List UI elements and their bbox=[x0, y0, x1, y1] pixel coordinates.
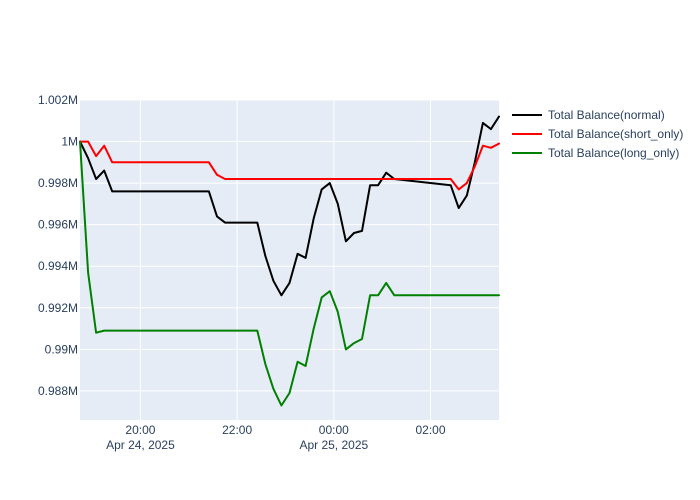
y-tick-label: 0.99M bbox=[45, 342, 78, 356]
y-tick-label: 1.002M bbox=[38, 93, 78, 107]
legend-label: Total Balance(long_only) bbox=[548, 146, 679, 160]
grid-layer bbox=[80, 99, 499, 420]
y-tick-label: 0.996M bbox=[38, 218, 78, 232]
x-tick-label: 02:00 bbox=[415, 423, 445, 437]
series-lines bbox=[79, 115, 500, 407]
x-tick-label: 20:00 bbox=[125, 423, 155, 437]
series-line-1 bbox=[79, 115, 500, 297]
x-tick-label: 22:00 bbox=[222, 423, 252, 437]
y-tick-label: 1M bbox=[61, 135, 78, 149]
legend: Total Balance(normal) Total Balance(short… bbox=[512, 108, 683, 160]
y-tick-label: 0.994M bbox=[38, 259, 78, 273]
y-axis: 0.988M 0.99M 0.992M 0.994M 0.996M 0.998M 1M 1.0… bbox=[38, 93, 78, 398]
series-line-3 bbox=[79, 140, 500, 407]
plot-background bbox=[80, 100, 499, 420]
x-tick-sublabel: Apr 25, 2025 bbox=[299, 438, 368, 452]
y-tick-label: 0.988M bbox=[38, 384, 78, 398]
legend-label: Total Balance(short_only) bbox=[548, 127, 683, 141]
x-tick-label: 00:00 bbox=[319, 423, 349, 437]
x-tick-sublabel: Apr 24, 2025 bbox=[106, 438, 175, 452]
legend-label: Total Balance(normal) bbox=[548, 108, 665, 122]
y-tick-label: 0.992M bbox=[38, 301, 78, 315]
series-line-2 bbox=[79, 140, 500, 191]
y-tick-label: 0.998M bbox=[38, 176, 78, 190]
